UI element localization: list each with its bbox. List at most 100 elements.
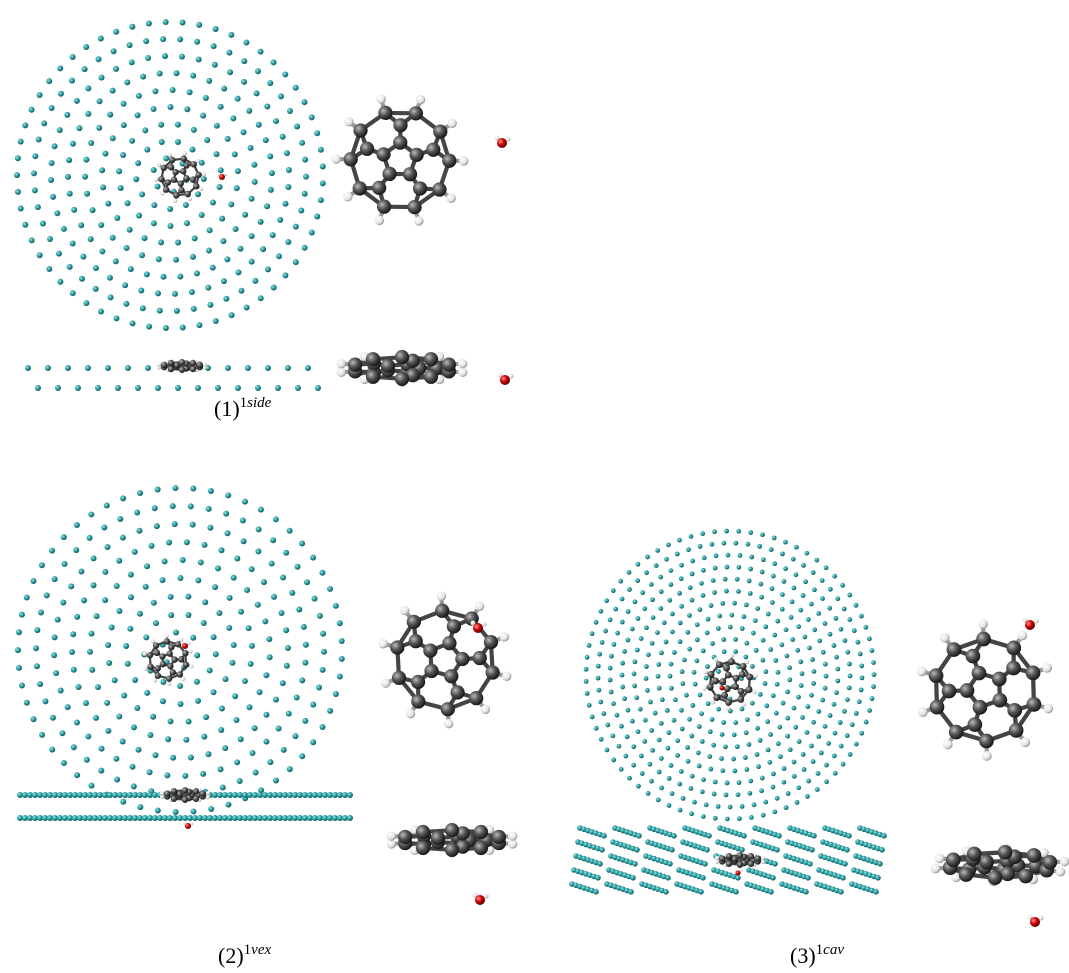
atom bbox=[757, 543, 763, 549]
atom bbox=[212, 584, 219, 591]
atom bbox=[632, 683, 638, 689]
atom bbox=[275, 385, 281, 391]
atom bbox=[213, 122, 220, 129]
atom bbox=[772, 632, 778, 638]
atom bbox=[168, 644, 175, 651]
atom bbox=[755, 711, 761, 717]
atom bbox=[280, 574, 287, 581]
atom bbox=[668, 582, 674, 588]
atom bbox=[365, 352, 381, 367]
atom bbox=[270, 593, 277, 600]
atom bbox=[332, 602, 339, 609]
atom bbox=[720, 768, 726, 774]
atom bbox=[69, 53, 76, 60]
atom bbox=[481, 621, 487, 627]
atom bbox=[146, 769, 153, 776]
atom bbox=[763, 799, 769, 805]
atom bbox=[186, 89, 193, 96]
atom bbox=[173, 362, 180, 369]
atom bbox=[632, 659, 638, 665]
atom bbox=[773, 710, 779, 716]
atom bbox=[98, 221, 105, 228]
atom bbox=[216, 184, 223, 191]
atom bbox=[167, 104, 174, 111]
atom bbox=[656, 737, 662, 743]
atom bbox=[35, 136, 42, 143]
atom bbox=[90, 582, 97, 589]
atom bbox=[791, 705, 797, 711]
atom bbox=[117, 815, 123, 821]
atom bbox=[137, 792, 143, 798]
atom bbox=[258, 787, 265, 794]
atom bbox=[172, 168, 179, 176]
atom bbox=[423, 369, 439, 384]
atom bbox=[853, 710, 859, 716]
atom bbox=[61, 560, 68, 567]
atom bbox=[100, 184, 107, 191]
atom bbox=[794, 800, 800, 805]
atom bbox=[189, 664, 194, 669]
atom bbox=[687, 646, 693, 652]
atom bbox=[218, 547, 225, 554]
atom bbox=[702, 861, 708, 867]
atom bbox=[109, 234, 116, 241]
atom bbox=[224, 256, 231, 263]
atom bbox=[120, 495, 127, 502]
atom bbox=[92, 815, 98, 821]
atom bbox=[265, 365, 271, 371]
atom bbox=[92, 265, 99, 272]
atom bbox=[881, 833, 887, 839]
atom bbox=[635, 578, 641, 584]
atom bbox=[444, 669, 459, 684]
atom bbox=[110, 48, 117, 55]
atom bbox=[811, 833, 817, 839]
atom bbox=[72, 792, 78, 798]
atom bbox=[760, 856, 766, 861]
atom bbox=[768, 732, 773, 737]
atom bbox=[30, 577, 37, 584]
atom bbox=[210, 689, 217, 696]
atom bbox=[174, 138, 181, 145]
atom bbox=[414, 216, 424, 226]
atom bbox=[174, 641, 182, 648]
atom bbox=[666, 730, 672, 736]
atom bbox=[195, 56, 202, 63]
atom bbox=[241, 78, 248, 85]
atom bbox=[793, 572, 799, 578]
atom bbox=[137, 804, 144, 811]
atom bbox=[92, 792, 98, 798]
atom bbox=[337, 815, 343, 821]
atom bbox=[347, 815, 353, 821]
atom bbox=[618, 578, 624, 584]
atom bbox=[747, 790, 753, 796]
atom bbox=[240, 538, 247, 545]
atom bbox=[958, 867, 974, 882]
atom bbox=[842, 638, 848, 643]
atom bbox=[191, 235, 198, 242]
atom bbox=[783, 539, 788, 545]
atom bbox=[106, 274, 113, 281]
atom bbox=[18, 611, 25, 618]
atom bbox=[14, 172, 21, 179]
atom bbox=[625, 609, 631, 615]
atom bbox=[83, 43, 90, 50]
atom bbox=[667, 597, 673, 603]
atom bbox=[170, 788, 178, 795]
atom bbox=[107, 815, 113, 821]
atom bbox=[153, 649, 161, 657]
atom bbox=[704, 847, 710, 853]
atom bbox=[638, 636, 644, 641]
atom bbox=[732, 674, 740, 682]
atom bbox=[655, 673, 661, 679]
atom bbox=[241, 498, 248, 505]
atom bbox=[804, 550, 810, 556]
atom bbox=[397, 829, 413, 845]
atom bbox=[731, 855, 738, 863]
atom bbox=[66, 157, 73, 164]
atom bbox=[619, 672, 625, 678]
atom bbox=[183, 736, 190, 743]
atom bbox=[632, 599, 638, 605]
atom bbox=[264, 103, 271, 110]
atom bbox=[106, 660, 113, 667]
atom bbox=[217, 766, 224, 773]
